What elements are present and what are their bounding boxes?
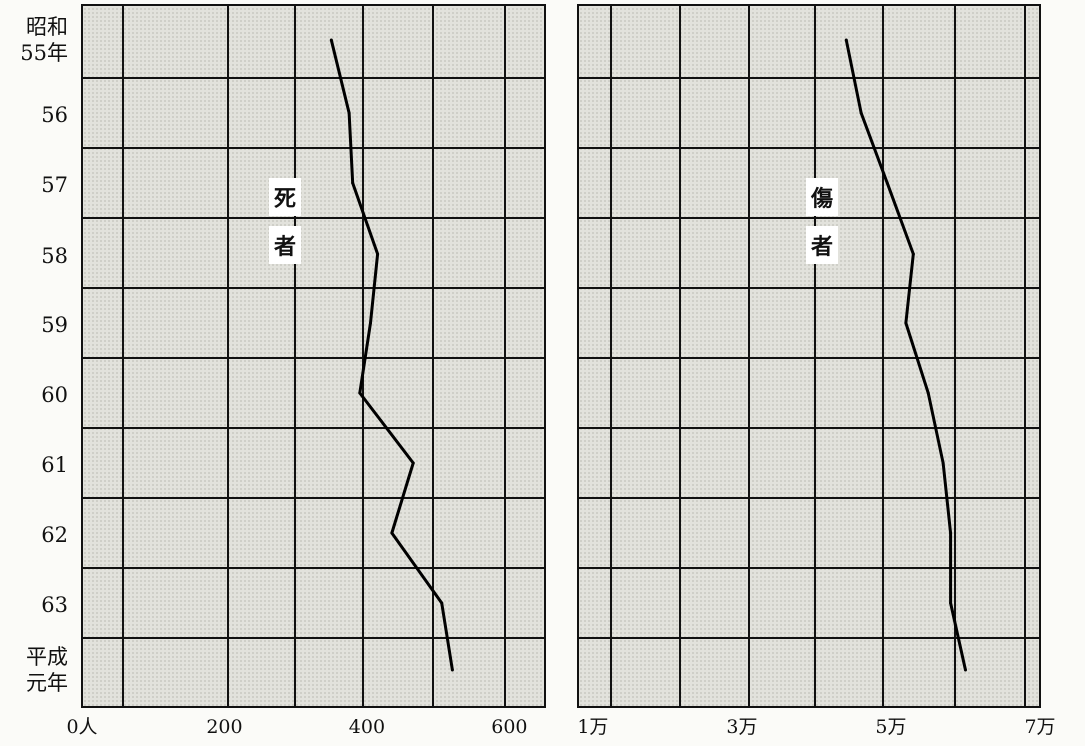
series-label-box (269, 226, 301, 264)
data-point (963, 668, 967, 672)
x-tick-label: 600 (491, 716, 527, 738)
series-line (844, 39, 967, 671)
chart-panel-1: 0人 200 400 600 死者 (66, 4, 546, 738)
data-point (368, 321, 372, 325)
plot-area (81, 4, 546, 708)
y-tick-label: 57 (41, 173, 68, 197)
data-point (949, 531, 953, 535)
x-tick-label: 400 (349, 716, 385, 738)
x-tick-label: 5万 (875, 716, 906, 738)
y-tick-label: 昭和 (26, 15, 68, 39)
data-point (911, 252, 915, 256)
series-line (329, 39, 454, 671)
data-point (440, 601, 444, 605)
y-tick-label: 元年 (26, 671, 68, 695)
x-tick-label: 1万 (577, 716, 608, 738)
y-tick-label: 61 (41, 453, 68, 477)
data-point (885, 181, 889, 185)
y-tick-label: 60 (41, 383, 68, 407)
x-tick-label: 7万 (1024, 716, 1055, 738)
y-tick-label: 63 (41, 593, 68, 617)
data-point (844, 38, 848, 42)
data-point (904, 321, 908, 325)
data-point (859, 111, 863, 115)
series-label: 死 (274, 186, 296, 212)
series-label: 傷 (810, 186, 833, 212)
plot-area (577, 4, 1041, 708)
y-tick-label: 59 (41, 313, 68, 337)
y-tick-label: 62 (41, 523, 68, 547)
series-label-box (269, 178, 301, 216)
data-point (358, 391, 362, 395)
series-label-box (806, 226, 838, 264)
data-point (411, 461, 415, 465)
x-tick-label: 200 (206, 716, 242, 738)
data-point (351, 181, 355, 185)
data-point (949, 601, 953, 605)
data-point (390, 531, 394, 535)
x-tick-label: 3万 (726, 716, 757, 738)
y-tick-label: 55年 (20, 41, 68, 65)
y-tick-label: 58 (41, 244, 68, 268)
y-tick-label: 平成 (26, 645, 68, 669)
data-point (376, 252, 380, 256)
series-label: 者 (273, 234, 296, 260)
data-point (450, 668, 454, 672)
data-point (926, 391, 930, 395)
x-tick-label: 0人 (66, 716, 97, 738)
data-point (329, 38, 333, 42)
data-point (941, 461, 945, 465)
series-label: 者 (810, 234, 833, 260)
data-point (347, 111, 351, 115)
series-label-box (806, 178, 838, 216)
y-tick-label: 56 (41, 103, 68, 127)
chart-panel-2: 1万 3万 5万 7万 傷者 (577, 4, 1056, 738)
